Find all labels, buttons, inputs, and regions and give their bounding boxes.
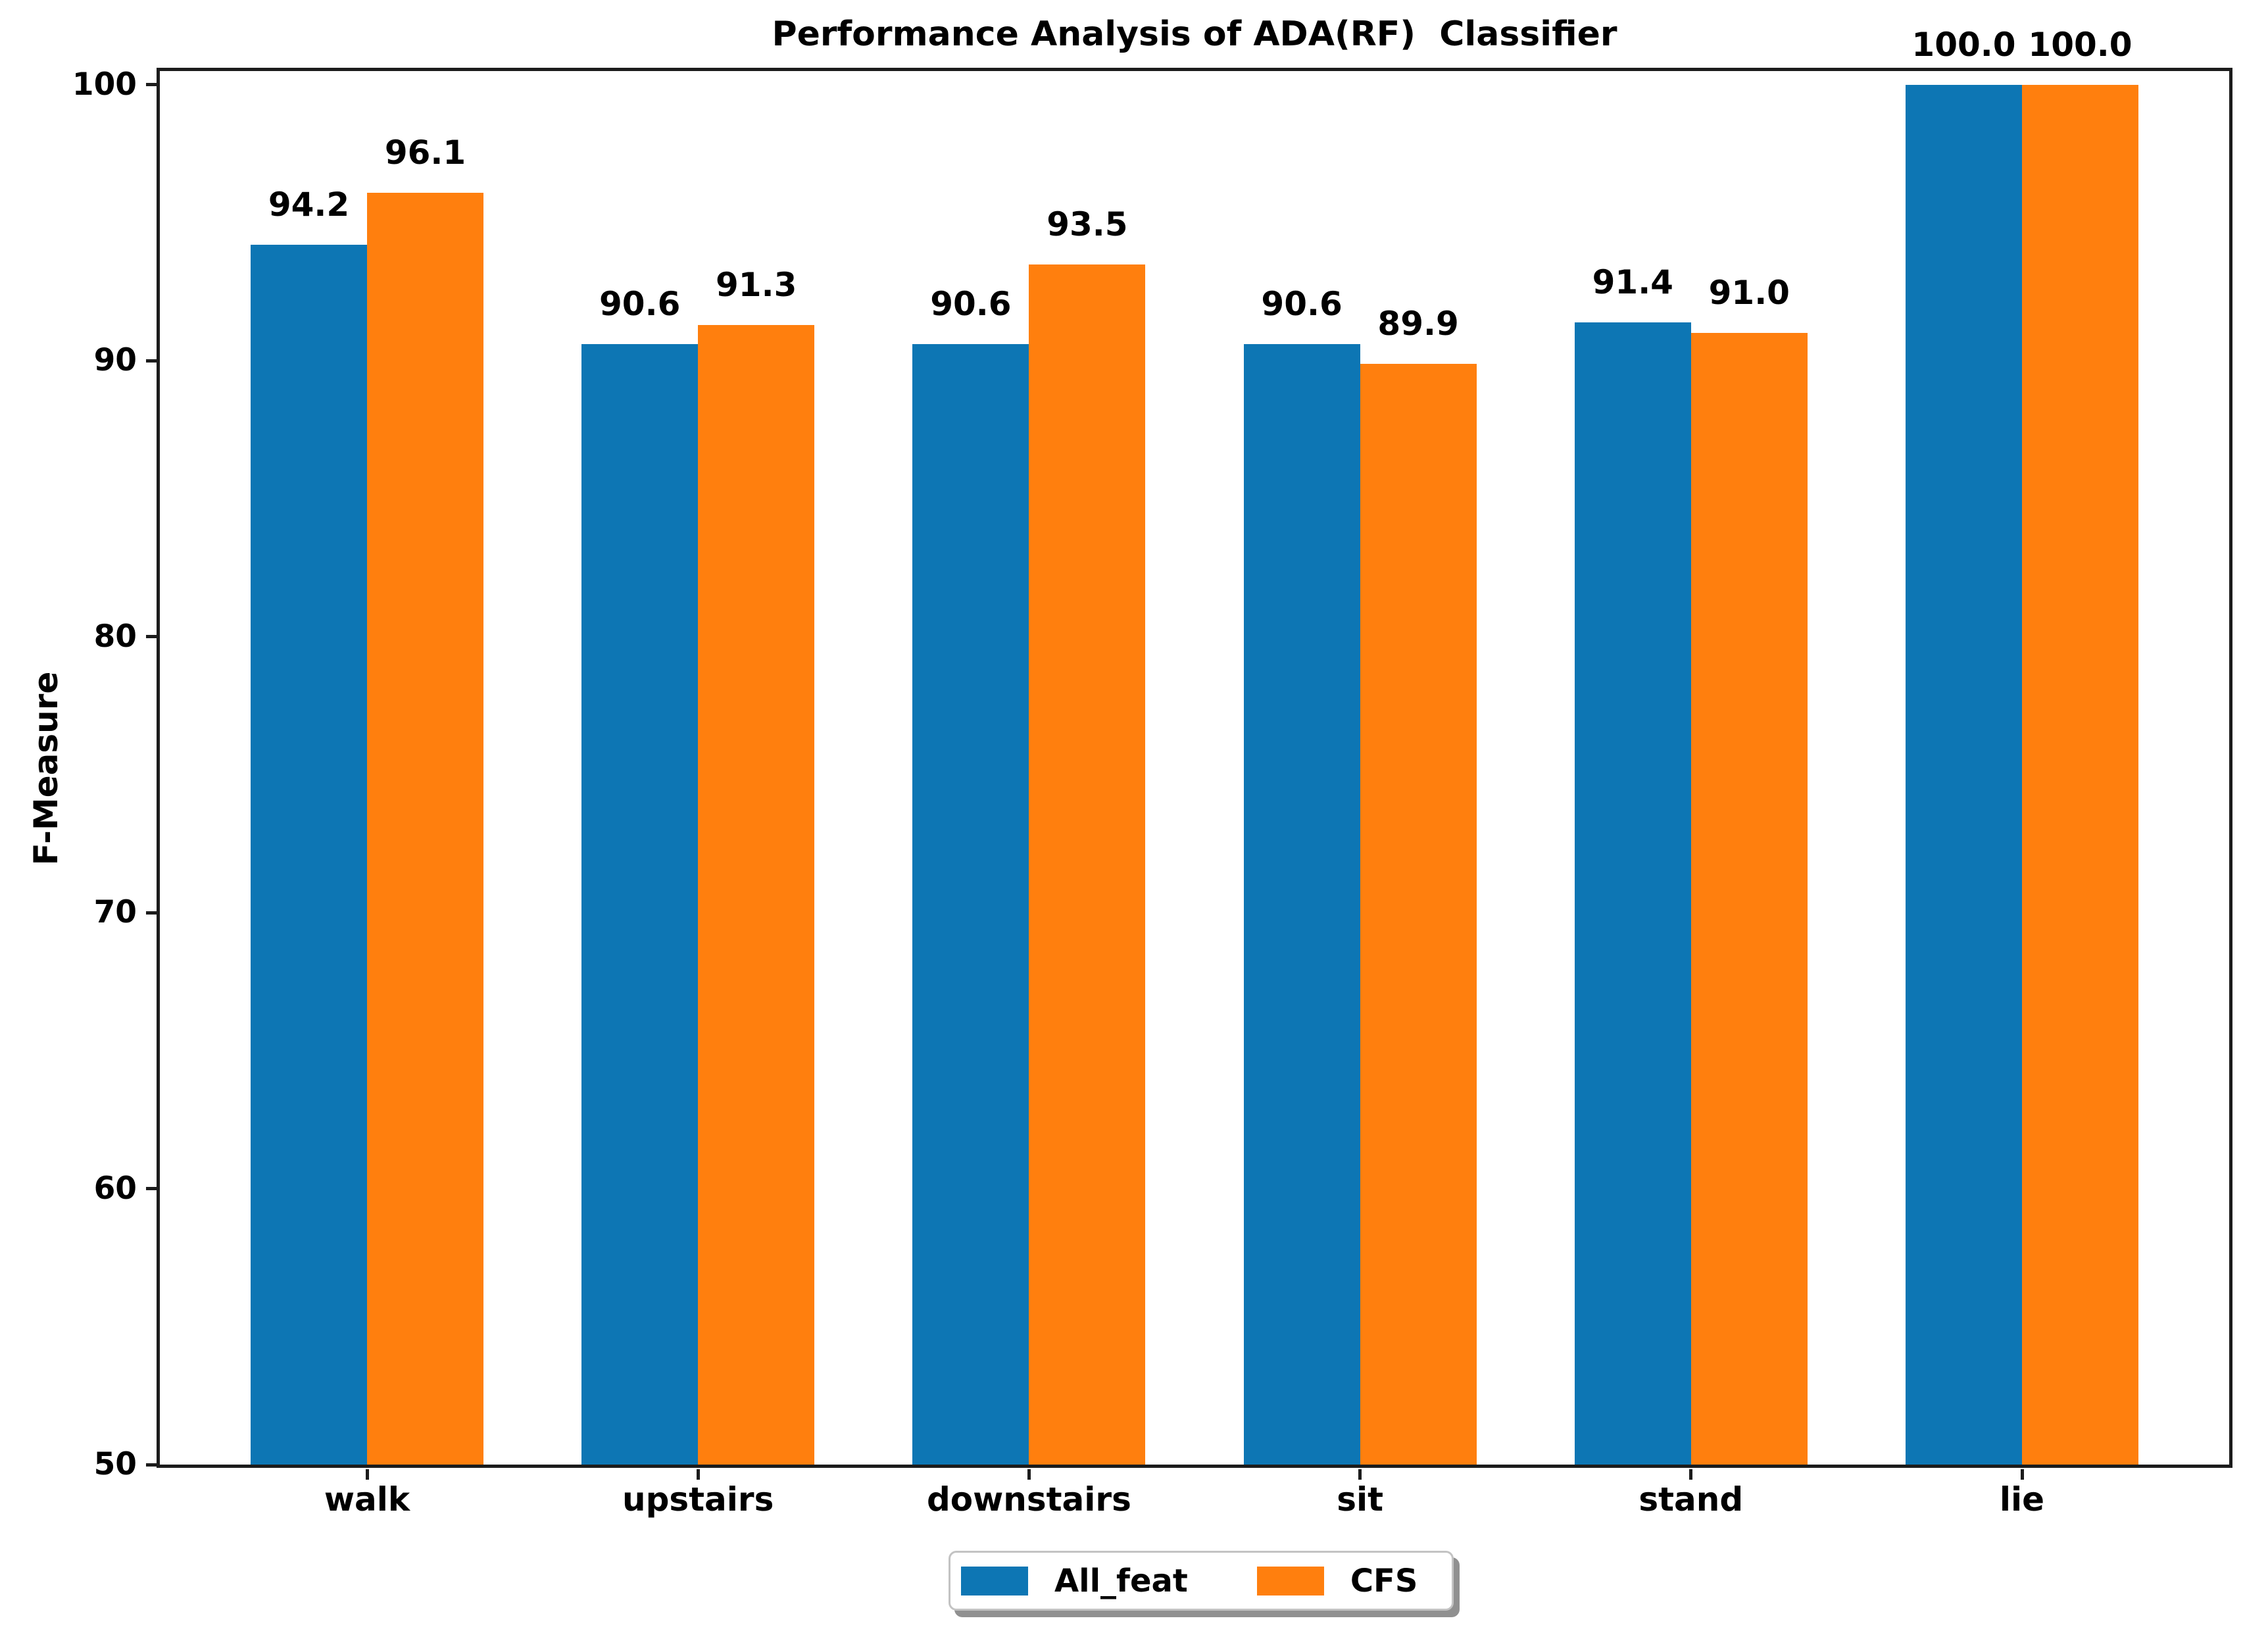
y-tick-label: 90 xyxy=(93,342,137,379)
y-tick-label: 100 xyxy=(72,66,137,103)
bar-value-label: 89.9 xyxy=(1377,304,1459,343)
plot-area: 50 60 70 80 90 100 walk 94.2 96.1 upstairs 90.6 91.… xyxy=(72,28,2232,1516)
bar-all_feat-sit xyxy=(1243,344,1360,1465)
x-tick-label-stand: stand xyxy=(1639,1480,1744,1519)
x-tick-mark xyxy=(1689,1469,1693,1480)
bar-value-label: 96.1 xyxy=(384,133,466,172)
x-tick-label-downstairs: downstairs xyxy=(926,1480,1131,1519)
bar-all_feat-downstairs xyxy=(912,344,1029,1465)
bar-value-label: 91.0 xyxy=(1708,274,1790,313)
bar-value-label: 90.6 xyxy=(1261,285,1343,324)
bar-value-label: 100.0 xyxy=(2028,25,2132,64)
bar-all_feat-walk xyxy=(251,245,367,1465)
bar-all_feat-stand xyxy=(1574,322,1691,1465)
bar-value-label: 100.0 xyxy=(1911,25,2016,64)
bar-value-label: 94.2 xyxy=(268,186,350,224)
x-tick-mark xyxy=(365,1469,369,1480)
legend-entry-cfs: CFS xyxy=(1256,1562,1418,1599)
x-tick-mark xyxy=(2020,1469,2024,1480)
legend: All_feat CFS xyxy=(949,1551,1454,1611)
x-tick-label-upstairs: upstairs xyxy=(622,1480,774,1519)
y-tick-mark xyxy=(146,83,157,87)
bar-cfs-downstairs xyxy=(1029,264,1146,1465)
bar-value-label: 90.6 xyxy=(930,285,1012,324)
legend-entry-all-feat: All_feat xyxy=(961,1565,1188,1597)
legend-label-cfs: CFS xyxy=(1350,1562,1418,1599)
legend-swatch-cfs xyxy=(1256,1566,1324,1595)
bar-cfs-lie xyxy=(2022,84,2138,1465)
y-tick-label: 80 xyxy=(93,618,137,655)
bar-cfs-walk xyxy=(367,192,483,1465)
bar-value-label: 91.4 xyxy=(1592,263,1673,301)
x-tick-label-walk: walk xyxy=(324,1480,410,1519)
y-tick-label: 50 xyxy=(93,1446,137,1482)
x-tick-mark xyxy=(696,1469,700,1480)
y-tick-mark xyxy=(146,359,157,363)
legend-label-all-feat: All_feat xyxy=(1054,1562,1188,1599)
y-axis-label: F-Measure xyxy=(27,671,65,866)
bar-value-label: 91.3 xyxy=(716,265,797,304)
bar-cfs-stand xyxy=(1690,333,1808,1465)
bar-cfs-upstairs xyxy=(698,324,815,1465)
bar-all_feat-upstairs xyxy=(581,344,699,1465)
x-tick-label-lie: lie xyxy=(1999,1480,2045,1519)
chart-title: Performance Analysis of ADA(RF) Classifi… xyxy=(772,14,1617,54)
bar-all_feat-lie xyxy=(1906,84,2022,1465)
y-tick-label: 60 xyxy=(93,1170,137,1207)
x-tick-mark xyxy=(1027,1469,1031,1480)
legend-swatch-all-feat xyxy=(961,1566,1028,1595)
bar-cfs-sit xyxy=(1360,363,1477,1465)
bar-value-label: 93.5 xyxy=(1047,205,1128,243)
bar-value-label: 90.6 xyxy=(599,285,681,324)
y-tick-mark xyxy=(146,1463,157,1467)
x-tick-label-sit: sit xyxy=(1337,1480,1383,1519)
y-tick-mark xyxy=(146,635,157,639)
y-tick-label: 70 xyxy=(93,894,137,931)
y-tick-mark xyxy=(146,911,157,915)
x-tick-mark xyxy=(1358,1469,1362,1480)
y-tick-mark xyxy=(146,1187,157,1191)
